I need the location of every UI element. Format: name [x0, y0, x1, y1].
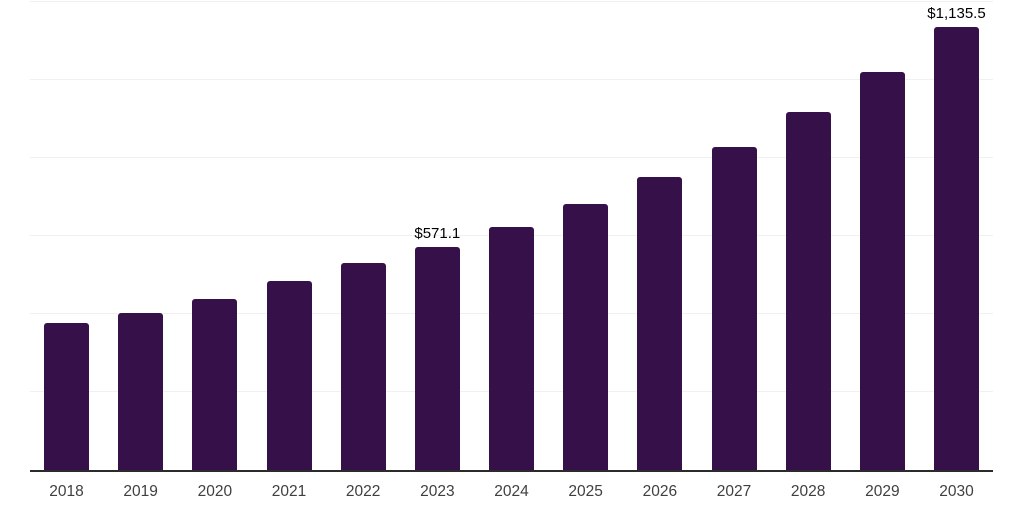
bar-2018 [44, 322, 89, 470]
bar-2025 [563, 204, 609, 470]
x-tick-label-2019: 2019 [123, 483, 158, 500]
x-tick-label-2026: 2026 [642, 483, 678, 500]
bar-2020 [192, 299, 238, 470]
bar-2026 [637, 177, 683, 470]
x-tick-label-2027: 2027 [716, 483, 752, 500]
plot-area: $571.1 $1,135.5 [30, 1, 993, 472]
x-tick-label-2021: 2021 [271, 483, 307, 500]
bar-2021 [266, 280, 312, 470]
gridline-1200 [30, 1, 993, 2]
x-tick-label-2022: 2022 [345, 483, 381, 500]
gridline-800 [30, 157, 993, 158]
bar-2027 [711, 147, 757, 470]
x-tick-label-2029: 2029 [865, 483, 900, 500]
bar-2019 [118, 312, 164, 470]
x-tick-label-2023: 2023 [420, 483, 455, 500]
x-axis-line [30, 470, 993, 472]
bar-2030 [934, 27, 979, 470]
x-tick-label-2020: 2020 [197, 483, 233, 500]
bar-2029 [859, 72, 905, 470]
gridline-1000 [30, 79, 993, 80]
bar-value-label-2030: $1,135.5 [927, 5, 986, 23]
x-tick-label-2025: 2025 [568, 483, 603, 500]
bar-value-label-2023: $571.1 [414, 225, 461, 243]
bar-2023 [414, 247, 460, 470]
x-tick-label-2028: 2028 [790, 483, 826, 500]
bar-2028 [785, 111, 831, 470]
x-tick-label-2024: 2024 [494, 483, 529, 500]
x-tick-label-2030: 2030 [939, 483, 974, 500]
x-tick-label-2018: 2018 [49, 483, 84, 500]
bar-2024 [489, 227, 534, 470]
bar-2022 [340, 262, 386, 470]
